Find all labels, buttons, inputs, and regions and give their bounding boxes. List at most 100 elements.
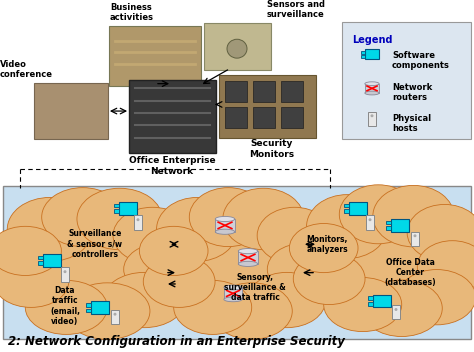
Ellipse shape <box>324 277 401 332</box>
Ellipse shape <box>103 272 185 328</box>
FancyBboxPatch shape <box>386 221 391 225</box>
FancyBboxPatch shape <box>38 256 43 259</box>
Ellipse shape <box>113 207 192 264</box>
Ellipse shape <box>25 281 107 334</box>
Circle shape <box>369 219 371 220</box>
Ellipse shape <box>373 186 454 247</box>
FancyBboxPatch shape <box>219 75 316 138</box>
Ellipse shape <box>398 270 474 325</box>
Text: Office Data
Center
(databases): Office Data Center (databases) <box>384 258 436 287</box>
FancyBboxPatch shape <box>386 226 391 230</box>
Text: Security
Monitors: Security Monitors <box>249 139 294 159</box>
Ellipse shape <box>227 39 247 58</box>
Text: 2: Network Configuration in an Enterprise Security: 2: Network Configuration in an Enterpris… <box>8 335 345 348</box>
FancyBboxPatch shape <box>134 215 142 230</box>
Circle shape <box>137 219 139 220</box>
FancyBboxPatch shape <box>344 204 349 207</box>
FancyBboxPatch shape <box>365 49 379 59</box>
FancyBboxPatch shape <box>368 296 373 300</box>
Ellipse shape <box>0 256 69 307</box>
Ellipse shape <box>238 261 258 266</box>
Ellipse shape <box>257 207 332 264</box>
Ellipse shape <box>0 226 61 276</box>
Circle shape <box>64 271 66 272</box>
Text: Legend: Legend <box>352 36 392 45</box>
FancyBboxPatch shape <box>224 288 242 299</box>
FancyBboxPatch shape <box>225 81 247 102</box>
Text: Surveillance
& sensor s/w
controllers: Surveillance & sensor s/w controllers <box>67 229 122 259</box>
Ellipse shape <box>290 224 358 273</box>
Text: Sensory,
surveillance &
data traffic: Sensory, surveillance & data traffic <box>224 273 286 302</box>
FancyBboxPatch shape <box>43 254 61 266</box>
Circle shape <box>395 309 397 310</box>
FancyBboxPatch shape <box>109 26 201 87</box>
FancyBboxPatch shape <box>365 84 379 93</box>
Text: Physical
hosts: Physical hosts <box>392 114 431 133</box>
Ellipse shape <box>224 297 242 302</box>
Ellipse shape <box>143 256 215 307</box>
Text: Network
routers: Network routers <box>392 83 432 102</box>
FancyBboxPatch shape <box>411 232 419 246</box>
FancyBboxPatch shape <box>91 301 109 314</box>
Ellipse shape <box>407 205 474 261</box>
FancyBboxPatch shape <box>342 22 471 139</box>
FancyBboxPatch shape <box>204 23 271 70</box>
Ellipse shape <box>293 253 365 304</box>
FancyBboxPatch shape <box>111 310 119 324</box>
FancyBboxPatch shape <box>349 202 367 215</box>
Ellipse shape <box>361 280 442 337</box>
FancyBboxPatch shape <box>392 305 400 319</box>
Ellipse shape <box>162 214 318 312</box>
FancyBboxPatch shape <box>3 186 471 339</box>
Ellipse shape <box>13 214 177 312</box>
FancyBboxPatch shape <box>391 219 409 232</box>
Ellipse shape <box>42 188 124 247</box>
Circle shape <box>371 115 373 117</box>
FancyBboxPatch shape <box>361 55 365 58</box>
Circle shape <box>414 235 416 237</box>
Ellipse shape <box>365 82 379 86</box>
FancyBboxPatch shape <box>281 107 303 128</box>
Ellipse shape <box>189 188 267 247</box>
FancyBboxPatch shape <box>86 308 91 312</box>
FancyBboxPatch shape <box>61 268 69 282</box>
FancyBboxPatch shape <box>114 209 119 213</box>
Ellipse shape <box>238 249 258 254</box>
Ellipse shape <box>7 197 92 261</box>
FancyBboxPatch shape <box>344 209 349 213</box>
Text: Software
components: Software components <box>392 51 450 70</box>
FancyBboxPatch shape <box>238 251 258 264</box>
Text: Sensors and
surveillance: Sensors and surveillance <box>267 0 325 19</box>
FancyBboxPatch shape <box>215 219 235 232</box>
Ellipse shape <box>156 197 237 261</box>
FancyBboxPatch shape <box>114 204 119 207</box>
Ellipse shape <box>267 244 337 295</box>
FancyBboxPatch shape <box>129 80 216 153</box>
FancyBboxPatch shape <box>361 51 365 54</box>
Ellipse shape <box>139 226 208 276</box>
FancyBboxPatch shape <box>366 215 374 230</box>
FancyBboxPatch shape <box>368 112 376 126</box>
Ellipse shape <box>312 211 468 309</box>
Ellipse shape <box>64 283 150 339</box>
Circle shape <box>114 313 116 315</box>
Ellipse shape <box>339 185 417 244</box>
Text: Video
conference: Video conference <box>0 59 53 79</box>
FancyBboxPatch shape <box>38 261 43 265</box>
Ellipse shape <box>223 188 304 250</box>
Ellipse shape <box>224 285 242 290</box>
Text: Business
activities: Business activities <box>110 3 154 22</box>
Ellipse shape <box>307 195 388 258</box>
Ellipse shape <box>124 244 198 295</box>
Ellipse shape <box>77 188 162 250</box>
FancyBboxPatch shape <box>253 107 275 128</box>
Ellipse shape <box>211 283 292 339</box>
Ellipse shape <box>248 272 326 328</box>
Ellipse shape <box>215 229 235 234</box>
FancyBboxPatch shape <box>34 83 108 139</box>
Ellipse shape <box>365 91 379 95</box>
FancyBboxPatch shape <box>373 295 391 307</box>
FancyBboxPatch shape <box>225 107 247 128</box>
Ellipse shape <box>417 241 474 292</box>
Text: Office Enterprise
Network: Office Enterprise Network <box>128 156 215 176</box>
